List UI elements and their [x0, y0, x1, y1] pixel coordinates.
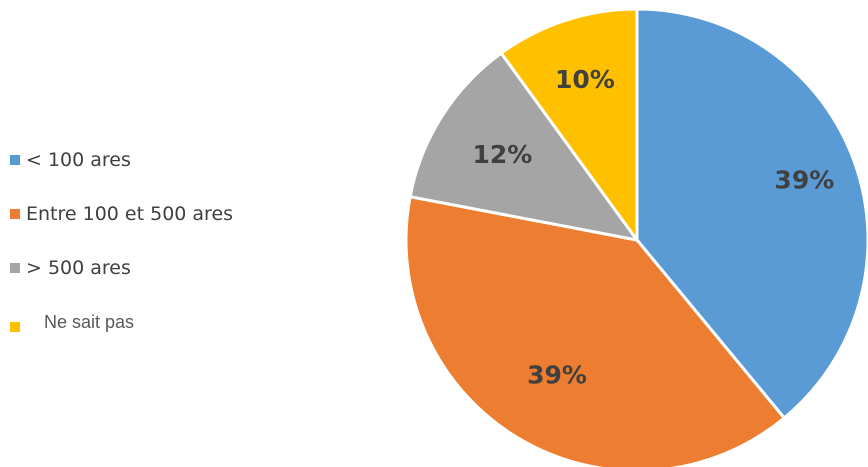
legend-item-ne-sait-pas: Ne sait pas — [10, 308, 390, 362]
chart-legend: < 100 ares Entre 100 et 500 ares > 500 a… — [10, 146, 390, 362]
legend-label-ne-sait-pas: Ne sait pas — [44, 312, 135, 332]
pie-slice-100-500 — [404, 195, 786, 467]
data-label-gt-500: 12% — [472, 140, 532, 169]
legend-label-gt-500: > 500 ares — [26, 257, 131, 279]
legend-swatch-ne-sait-pas — [10, 322, 20, 332]
data-label-100-500: 39% — [527, 361, 587, 390]
legend-label-lt-100: < 100 ares — [26, 149, 131, 171]
legend-swatch-lt-100 — [10, 155, 20, 165]
data-label-ne-sait-pas: 10% — [555, 65, 615, 94]
legend-swatch-gt-500 — [10, 263, 20, 273]
legend-label-100-500: Entre 100 et 500 ares — [26, 203, 234, 225]
legend-swatch-100-500 — [10, 209, 20, 219]
legend-item-lt-100: < 100 ares — [10, 146, 390, 200]
data-label-lt-100: 39% — [774, 165, 834, 194]
legend-item-gt-500: > 500 ares — [10, 254, 390, 308]
pie-slice-gt-500 — [408, 51, 639, 242]
legend-item-100-500: Entre 100 et 500 ares — [10, 200, 390, 254]
pie-slice-lt-100 — [635, 7, 868, 420]
pie-slice-ne-sait-pas — [499, 7, 639, 242]
